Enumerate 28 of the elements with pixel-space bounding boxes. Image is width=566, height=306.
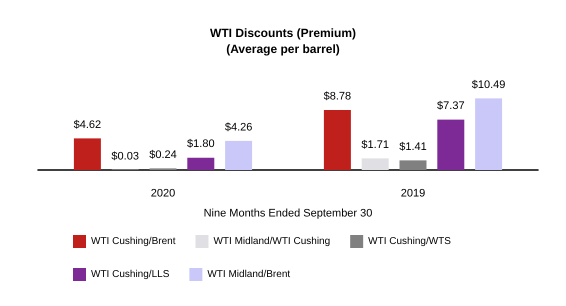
legend-label: WTI Cushing/WTS	[368, 236, 452, 247]
bar	[187, 158, 214, 170]
bar	[400, 160, 426, 170]
data-label: $8.78	[324, 90, 352, 103]
bar	[74, 138, 101, 170]
bar	[324, 110, 351, 170]
data-label: $10.49	[472, 78, 506, 91]
bar	[475, 98, 502, 170]
chart-subtitle: (Average per barrel)	[226, 42, 340, 56]
bar	[362, 158, 389, 170]
legend-label: WTI Midland/WTI Cushing	[213, 236, 330, 247]
bar	[437, 120, 464, 170]
legend-label: WTI Cushing/LLS	[91, 269, 170, 280]
x-axis-title: Nine Months Ended September 30	[204, 208, 372, 220]
data-label: $1.41	[399, 140, 427, 153]
data-label: $1.71	[361, 138, 389, 151]
legend-label: WTI Cushing/Brent	[91, 236, 176, 247]
data-label: $7.37	[437, 100, 465, 112]
data-label: $0.24	[149, 148, 177, 161]
legend-label: WTI Midland/Brent	[207, 269, 290, 280]
data-label: $4.26	[224, 121, 252, 134]
chart-title: WTI Discounts (Premium)	[210, 26, 356, 40]
x-tick-label: 2019	[400, 188, 426, 200]
data-label: $0.03	[111, 150, 139, 162]
x-tick-label: 2020	[150, 188, 176, 200]
data-label: $1.80	[187, 138, 215, 150]
data-label: $4.62	[74, 118, 102, 131]
bar	[225, 140, 252, 170]
